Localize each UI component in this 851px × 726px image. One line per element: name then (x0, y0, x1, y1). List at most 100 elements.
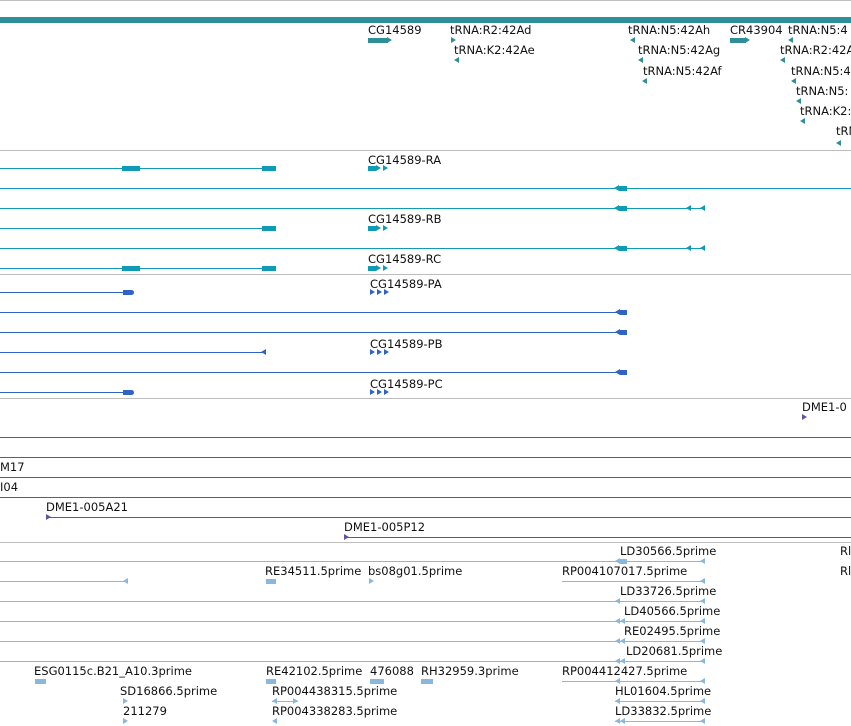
est-line[interactable] (0, 621, 705, 622)
gene-label[interactable]: tRNA:R2:42A (780, 43, 851, 57)
clone-line[interactable] (344, 537, 851, 538)
est-line[interactable] (615, 701, 705, 702)
est-label[interactable]: RE34511.5prime (265, 564, 362, 578)
transcript-intron-line[interactable] (0, 248, 705, 249)
est-label[interactable]: HL01604.5prime (615, 684, 712, 698)
est-line[interactable] (562, 681, 705, 682)
transcript-label[interactable]: CG14589-RA (368, 153, 442, 167)
est-line[interactable] (0, 601, 705, 602)
clone-label[interactable]: DME1-005A21 (46, 500, 128, 514)
strand-arrow-icon (700, 578, 705, 584)
gene-feature[interactable] (730, 38, 746, 43)
clone-line[interactable] (0, 457, 851, 458)
clone-line[interactable] (46, 517, 851, 518)
protein-block[interactable] (620, 370, 627, 375)
est-line[interactable] (615, 721, 705, 722)
est-block[interactable] (620, 559, 627, 564)
transcript-exon[interactable] (122, 266, 140, 271)
protein-block[interactable] (123, 290, 134, 295)
clone-label[interactable]: DME1-0 (802, 400, 847, 414)
est-label[interactable]: 211279 (123, 704, 167, 718)
gene-label[interactable]: CR43904 (730, 23, 783, 37)
gene-label[interactable]: tRN (836, 124, 851, 138)
est-line[interactable] (0, 641, 705, 642)
transcript-intron-line[interactable] (0, 208, 705, 209)
protein-label[interactable]: CG14589-PA (370, 277, 442, 291)
est-label[interactable]: RP004438315.5prime (272, 684, 398, 698)
transcript-exon[interactable] (262, 266, 276, 271)
strand-arrow-icon (370, 349, 375, 355)
est-block[interactable] (266, 579, 276, 584)
protein-line[interactable] (0, 312, 627, 313)
transcript-exon[interactable] (619, 246, 627, 251)
strand-arrow-icon (615, 369, 620, 375)
transcript-exon[interactable] (619, 186, 627, 191)
est-block[interactable] (370, 679, 384, 684)
est-label[interactable]: RE02495.5prime (624, 624, 721, 638)
est-label[interactable]: RP004412427.5prime (562, 664, 688, 678)
gene-feature[interactable] (368, 38, 388, 43)
transcript-exon[interactable] (619, 206, 627, 211)
est-label[interactable]: RE42102.5prime (266, 664, 363, 678)
gene-label[interactable]: tRNA:N5:4 (791, 64, 851, 78)
est-label[interactable]: LD33832.5prime (615, 704, 712, 718)
est-label[interactable]: SD16866.5prime (120, 684, 218, 698)
clone-line[interactable] (0, 477, 851, 478)
est-line[interactable] (562, 581, 705, 582)
gene-label[interactable]: CG14589 (368, 23, 422, 37)
est-block[interactable] (421, 679, 433, 684)
transcript-intron-line[interactable] (0, 188, 851, 189)
est-label[interactable]: 476088 (370, 664, 414, 678)
clone-label[interactable]: M17 (0, 460, 25, 474)
est-label[interactable]: LD30566.5prime (620, 544, 717, 558)
est-label[interactable]: LD20681.5prime (626, 644, 723, 658)
protein-block[interactable] (123, 390, 134, 395)
clone-label[interactable]: DME1-005P12 (344, 520, 426, 534)
clone-line[interactable] (0, 497, 851, 498)
protein-line[interactable] (0, 352, 266, 353)
transcript-intron-line[interactable] (0, 228, 275, 229)
est-line[interactable] (0, 661, 705, 662)
transcript-exon[interactable] (368, 166, 376, 171)
transcript-label[interactable]: CG14589-RB (368, 212, 442, 226)
gene-label[interactable]: tRNA:N5: (796, 84, 849, 98)
est-line[interactable] (0, 581, 128, 582)
clone-label[interactable]: I04 (0, 480, 19, 494)
protein-line[interactable] (0, 332, 627, 333)
protein-line[interactable] (0, 392, 130, 393)
gene-label[interactable]: tRNA:R2:42Ad (450, 23, 532, 37)
est-label[interactable]: Rl (840, 544, 851, 558)
est-label[interactable]: RP004107017.5prime (562, 564, 688, 578)
est-label[interactable]: RH32959.3prime (421, 664, 519, 678)
transcript-label[interactable]: CG14589-RC (368, 252, 442, 266)
est-label[interactable]: LD40566.5prime (624, 604, 721, 618)
scale-bar[interactable] (0, 17, 851, 23)
protein-label[interactable]: CG14589-PC (370, 377, 443, 391)
est-block[interactable] (266, 679, 276, 684)
protein-line[interactable] (0, 372, 627, 373)
gene-label[interactable]: tRNA:N5:42Ah (628, 23, 711, 37)
est-line[interactable] (272, 701, 298, 702)
est-label[interactable]: LD33726.5prime (620, 584, 717, 598)
gene-label[interactable]: tRNA:N5:42Ag (638, 43, 721, 57)
protein-line[interactable] (0, 292, 130, 293)
gene-label[interactable]: tRNA:K2: (800, 104, 851, 118)
transcript-exon[interactable] (368, 266, 376, 271)
protein-block[interactable] (620, 330, 627, 335)
transcript-exon[interactable] (122, 166, 140, 171)
gene-label[interactable]: tRNA:N5:42Af (643, 64, 722, 78)
gene-label[interactable]: tRNA:N5:4 (788, 23, 848, 37)
transcript-exon[interactable] (368, 226, 376, 231)
protein-block[interactable] (620, 310, 627, 315)
est-label[interactable]: ESG0115c.B21_A10.3prime (34, 664, 192, 678)
transcript-exon[interactable] (262, 226, 276, 231)
clone-line[interactable] (0, 437, 851, 438)
est-label[interactable]: bs08g01.5prime (368, 564, 463, 578)
est-line[interactable] (0, 561, 705, 562)
protein-label[interactable]: CG14589-PB (370, 337, 443, 351)
gene-label[interactable]: tRNA:K2:42Ae (454, 43, 535, 57)
est-label[interactable]: Rl (840, 564, 851, 578)
est-label[interactable]: RP004338283.5prime (272, 704, 398, 718)
transcript-exon[interactable] (262, 166, 276, 171)
est-block[interactable] (35, 679, 46, 684)
